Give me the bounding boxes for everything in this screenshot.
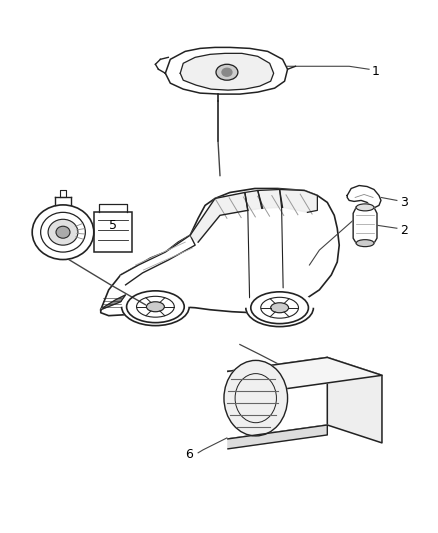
Ellipse shape [216, 64, 238, 80]
Bar [94, 212, 131, 252]
Polygon shape [258, 190, 282, 208]
Ellipse shape [246, 289, 314, 327]
Polygon shape [120, 235, 195, 285]
Text: 2: 2 [400, 224, 408, 237]
Polygon shape [180, 53, 274, 90]
Ellipse shape [56, 226, 70, 238]
Polygon shape [101, 295, 126, 310]
Ellipse shape [271, 303, 289, 313]
Polygon shape [190, 192, 248, 242]
Polygon shape [347, 185, 381, 207]
Text: 5: 5 [109, 219, 117, 232]
Ellipse shape [127, 291, 184, 322]
Polygon shape [165, 47, 288, 94]
Ellipse shape [32, 205, 94, 260]
Ellipse shape [224, 360, 288, 436]
Ellipse shape [356, 240, 374, 247]
Polygon shape [327, 358, 382, 443]
Polygon shape [353, 207, 377, 243]
Ellipse shape [146, 302, 164, 312]
Polygon shape [228, 358, 382, 389]
Ellipse shape [251, 292, 308, 324]
Ellipse shape [222, 68, 232, 76]
Text: 3: 3 [400, 196, 408, 209]
Polygon shape [101, 189, 339, 316]
Polygon shape [228, 425, 327, 449]
Text: 1: 1 [372, 64, 380, 78]
Polygon shape [228, 358, 327, 439]
Polygon shape [279, 190, 318, 212]
Bar [94, 212, 131, 252]
Text: 6: 6 [185, 448, 193, 461]
Ellipse shape [122, 288, 189, 326]
Ellipse shape [48, 219, 78, 245]
Polygon shape [245, 190, 262, 211]
Ellipse shape [356, 204, 374, 211]
